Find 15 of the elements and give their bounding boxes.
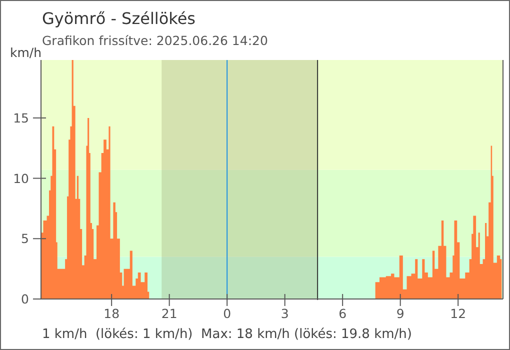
chart-title: Gyömrő - Széllökés — [42, 9, 196, 28]
x-tick-label: 3 — [280, 306, 289, 321]
y-tick-label: 5 — [21, 231, 29, 246]
y-axis-title: km/h — [10, 45, 42, 60]
chart-subtitle: Grafikon frissítve: 2025.06.26 14:20 — [42, 33, 268, 48]
x-tick-label: 21 — [161, 306, 178, 321]
x-tick-label: 18 — [104, 306, 120, 321]
x-tick-label: 6 — [338, 306, 347, 321]
text: 1 km/h (lökés: 1 km/h) Max: 18 km/h (lökés: 19.8 km/h) — [42, 327, 412, 342]
x-tick-label: 0 — [223, 306, 232, 321]
y-tick-label: 15 — [13, 110, 29, 126]
x-tick-label: 12 — [450, 306, 466, 321]
y-tick-label: 10 — [13, 170, 30, 186]
y-tick-label: 0 — [21, 292, 30, 306]
x-tick-label: 9 — [396, 306, 404, 321]
